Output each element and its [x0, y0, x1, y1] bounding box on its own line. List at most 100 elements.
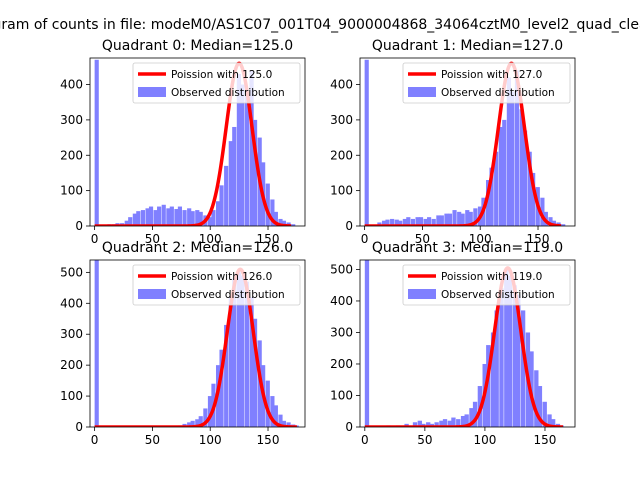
- legend-box: [132, 264, 301, 306]
- y-tick-label: 200: [330, 357, 353, 371]
- legend-fit-label: Poission with 119.0: [441, 271, 542, 283]
- histogram-bar: [177, 206, 183, 226]
- histogram-bar: [249, 70, 254, 226]
- figure-suptitle: Histogram of counts in file: modeM0/AS1C…: [0, 17, 640, 33]
- histogram-bar: [281, 420, 287, 427]
- histogram-bar: [442, 419, 448, 427]
- histogram-bar: [236, 73, 241, 226]
- histogram-bar: [434, 422, 439, 427]
- histogram-bar: [486, 345, 491, 427]
- histogram-bar: [456, 419, 461, 427]
- histogram-bar: [236, 272, 241, 427]
- y-tick-label: 300: [60, 327, 83, 341]
- subplot-quadrant-1: 0 50 100 150 0 100 200 300 400 Quadrant 1: Median…: [330, 38, 576, 246]
- histogram-bar: [542, 401, 547, 427]
- legend: Poission with 125.0 Observed distribution: [132, 62, 301, 104]
- histogram-bar: [439, 420, 444, 427]
- histogram-bar: [281, 220, 287, 226]
- histogram-bar: [244, 95, 250, 226]
- y-tick-label: 200: [330, 148, 353, 162]
- histogram-bar: [402, 218, 407, 226]
- subplot-title: Quadrant 0: Median=125.0: [102, 38, 293, 54]
- legend-hist-swatch: [138, 87, 166, 97]
- histogram-bar: [489, 167, 494, 226]
- poisson-fit-line: [363, 266, 565, 427]
- histogram-bar: [465, 210, 470, 226]
- histogram-bar: [174, 209, 179, 226]
- histogram-bar: [219, 349, 224, 427]
- subplot-title: Quadrant 1: Median=127.0: [372, 38, 563, 54]
- x-tick-label: 50: [415, 232, 430, 246]
- histogram-bar: [390, 218, 395, 226]
- y-tick-label: 100: [330, 184, 353, 198]
- histogram-bar: [494, 310, 499, 427]
- histogram-bar: [215, 201, 221, 226]
- x-tick-label: 0: [91, 433, 99, 447]
- histogram-bar: [157, 206, 162, 226]
- y-tick-label: 0: [345, 219, 353, 233]
- histogram-bar: [224, 165, 229, 226]
- legend-hist-label: Observed distribution: [171, 87, 285, 99]
- x-tick-label: 100: [199, 433, 222, 447]
- poisson-fit-line: [93, 267, 299, 427]
- y-tick-label: 300: [330, 113, 353, 127]
- histogram-bar: [169, 206, 174, 226]
- histogram-bar: [499, 288, 504, 427]
- histogram-bar: [423, 218, 428, 226]
- histogram-bar: [195, 419, 200, 427]
- histogram-bar: [190, 211, 195, 226]
- y-tick-label: 400: [60, 78, 83, 92]
- legend-box: [132, 62, 301, 104]
- histogram-bar: [504, 269, 509, 427]
- y-tick-label: 0: [75, 420, 83, 434]
- histogram-bar: [195, 210, 200, 226]
- histogram-bar: [519, 109, 524, 226]
- y-tick-label: 100: [60, 389, 83, 403]
- histogram-bar: [228, 297, 233, 427]
- histogram-bar: [457, 211, 462, 226]
- axes-frame: [359, 259, 576, 428]
- histogram-bar: [273, 211, 278, 226]
- histogram-bar: [460, 213, 465, 226]
- histogram-bar: [286, 422, 291, 427]
- y-tick-label: 300: [60, 113, 83, 127]
- histogram-bar: [534, 370, 539, 427]
- histogram-bar: [512, 285, 517, 427]
- plot-area: [363, 260, 565, 427]
- y-tick-label: 200: [60, 358, 83, 372]
- x-tick-label: 100: [469, 232, 492, 246]
- y-tick-label: 400: [330, 78, 353, 92]
- histogram-bar: [502, 119, 507, 226]
- x-tick-label: 150: [527, 232, 550, 246]
- y-tick-label: 500: [330, 262, 353, 276]
- histogram-bar: [219, 185, 224, 226]
- histogram-bar: [485, 180, 491, 226]
- histogram-bar: [187, 422, 192, 427]
- histogram-bar: [278, 414, 283, 427]
- x-tick-label: 0: [361, 232, 369, 246]
- histogram-bar: [561, 224, 566, 226]
- legend: Poission with 127.0 Observed distribution: [402, 62, 571, 104]
- subplot-title: Quadrant 3: Median=119.0: [372, 240, 563, 256]
- histogram-bar: [494, 151, 499, 226]
- histogram-bar: [278, 218, 283, 226]
- histogram-bar: [187, 208, 192, 226]
- histogram-bar: [381, 220, 387, 226]
- y-tick-label: 200: [60, 148, 83, 162]
- histogram-bar: [265, 380, 270, 427]
- histogram-bar: [436, 215, 441, 226]
- legend: Poission with 119.0 Observed distribution: [402, 264, 571, 306]
- histogram-bar: [203, 408, 208, 427]
- histogram-bar: [291, 224, 296, 226]
- histogram-bar: [522, 130, 528, 226]
- legend: Poission with 126.0 Observed distribution: [132, 264, 301, 306]
- histogram-bar: [198, 416, 203, 427]
- histogram-bar: [128, 217, 133, 226]
- legend-box: [402, 62, 571, 104]
- histogram-bar: [190, 420, 195, 427]
- histogram-bar: [140, 210, 146, 226]
- histogram-bar: [460, 415, 466, 427]
- histogram-bar: [548, 217, 553, 226]
- histogram-bar: [540, 197, 545, 226]
